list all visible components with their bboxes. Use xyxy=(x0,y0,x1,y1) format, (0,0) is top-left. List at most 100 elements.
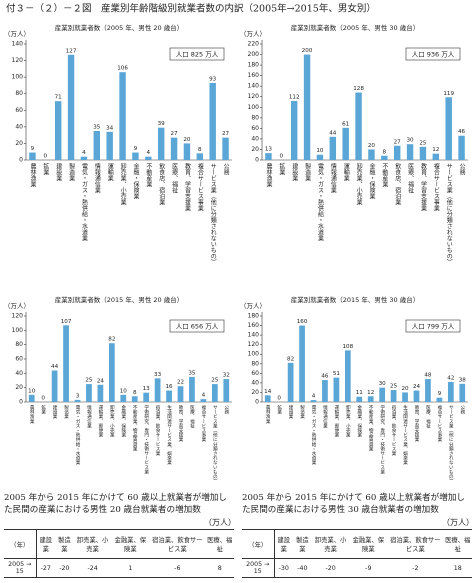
x-tick-label: 農林漁業 xyxy=(29,162,36,188)
bar xyxy=(379,387,386,402)
bar xyxy=(222,137,229,160)
x-tick-label: 情報通信業 xyxy=(93,162,100,194)
cell: -40 xyxy=(297,564,308,572)
bar xyxy=(119,72,126,160)
y-tick-label: 200 xyxy=(248,51,260,58)
value-label: 4 xyxy=(312,394,316,400)
value-label: 25 xyxy=(419,140,427,146)
header-cell: 医療、福祉 xyxy=(443,529,472,559)
header-cell: 医療、福祉 xyxy=(205,529,234,559)
x-tick-label: 情報通信業 xyxy=(86,404,91,429)
bar xyxy=(211,384,218,402)
cell: 18 xyxy=(453,564,462,572)
y-tick-label: 60 xyxy=(251,370,259,377)
value-label: 35 xyxy=(93,125,101,131)
bar xyxy=(223,379,230,402)
table-caption: 2005 年から 2015 年にかけて 60 歳以上就業者が増加した民間の産業に… xyxy=(4,493,228,515)
y-tick-label: 80 xyxy=(251,360,259,367)
value-label: 4 xyxy=(202,393,206,399)
cell: -30 xyxy=(278,564,289,572)
x-tick-label: 公務 xyxy=(224,405,229,416)
x-tick-label: 鉱業 xyxy=(41,404,46,416)
chart-title: 産業別就業者数（2005 年、男性 30 歳台） xyxy=(291,23,420,32)
y-tick-label: 40 xyxy=(15,370,23,377)
cell: 8 xyxy=(217,564,222,572)
bar xyxy=(120,394,127,402)
bar xyxy=(445,97,452,160)
value-label: 27 xyxy=(222,131,230,137)
y-tick-label: 40 xyxy=(251,135,259,142)
y-tick-label: 60 xyxy=(15,107,23,114)
bar xyxy=(63,325,69,402)
x-tick-label: 複合サービス事業 xyxy=(432,162,439,212)
cell: -20 xyxy=(59,564,70,572)
value-label: 46 xyxy=(458,129,466,135)
value-label: 32 xyxy=(223,373,230,379)
cell: 2005 → 15 xyxy=(242,558,275,578)
cell: 1 xyxy=(128,564,133,572)
bar xyxy=(93,131,101,160)
y-tick-label: 100 xyxy=(248,351,260,358)
bar xyxy=(425,379,431,402)
x-tick-label: 鉱業 xyxy=(42,162,49,176)
x-tick-label: 学術研究、専門・技術サービス業 xyxy=(144,404,149,475)
table-caption: 2005 年から 2015 年にかけて 60 歳以上就業者が増加した民間の産業に… xyxy=(242,493,466,515)
header-cell: 卸売業、小売業 xyxy=(73,529,112,559)
value-label: 27 xyxy=(171,131,179,137)
bar xyxy=(329,136,337,160)
bar xyxy=(432,153,440,160)
bar xyxy=(402,392,408,402)
annotation-box xyxy=(169,47,225,61)
x-tick-label: 鉱業 xyxy=(277,404,282,416)
value-label: 10 xyxy=(120,388,128,394)
x-tick-label: 生活関連サービス業、娯楽業 xyxy=(167,404,172,466)
y-tick-label: 180 xyxy=(248,313,260,320)
y-axis-label: （万人） xyxy=(240,30,266,38)
x-tick-label: 運輸業 xyxy=(342,163,349,182)
x-tick-label: 情報通信業 xyxy=(322,404,327,429)
value-label: 25 xyxy=(390,384,398,390)
value-label: 27 xyxy=(394,139,402,145)
header-cell: 宿泊業、飲食サービス業 xyxy=(149,529,206,559)
y-tick-label: 100 xyxy=(12,327,24,334)
value-label: 82 xyxy=(108,337,115,343)
value-label: 8 xyxy=(133,390,137,396)
x-tick-label: 卸売業、小売業 xyxy=(345,404,350,439)
table-unit: （万人） xyxy=(442,518,474,527)
chart-title: 産業別就業者数（2015 年、男性 20 歳台） xyxy=(55,295,184,304)
y-tick-label: 80 xyxy=(15,90,23,97)
bar xyxy=(344,350,351,402)
header-cell: 建設業 xyxy=(36,529,56,559)
bar xyxy=(367,396,374,402)
header-cell: 建設業 xyxy=(274,529,294,559)
x-tick-label: 運輸業、郵便業 xyxy=(98,405,103,439)
annotation-box xyxy=(169,319,225,333)
x-tick-label: 教育、学習支援業 xyxy=(419,162,426,212)
cell: -24 xyxy=(87,564,98,572)
value-label: 25 xyxy=(211,378,219,384)
y-tick-label: 80 xyxy=(15,341,23,348)
bar xyxy=(447,381,454,402)
bar xyxy=(209,82,216,160)
cell: -27 xyxy=(40,564,51,572)
y-tick-label: 0 xyxy=(255,399,259,406)
bar xyxy=(264,395,271,402)
y-tick-label: 60 xyxy=(251,125,259,132)
bar xyxy=(189,376,195,402)
value-label: 9 xyxy=(134,146,138,152)
annotation: 人口 799 万人 xyxy=(412,323,455,331)
row: 2005 → 15 -30 -40 -20 -9 -2 18 xyxy=(242,558,472,578)
y-tick-label: 0 xyxy=(19,399,23,406)
value-label: 119 xyxy=(443,91,454,97)
x-tick-label: 農林漁業 xyxy=(29,404,34,425)
value-label: 44 xyxy=(329,130,337,136)
x-tick-label: 製造業 xyxy=(68,162,75,182)
x-tick-label: 建設業 xyxy=(52,404,57,420)
bar xyxy=(166,390,172,402)
bar xyxy=(299,325,305,402)
x-tick-label: 医療、福祉 xyxy=(425,405,430,429)
bar xyxy=(316,154,324,160)
x-tick-label: 公務 xyxy=(460,405,465,416)
value-label: 0 xyxy=(277,396,281,402)
value-label: 25 xyxy=(85,378,93,384)
